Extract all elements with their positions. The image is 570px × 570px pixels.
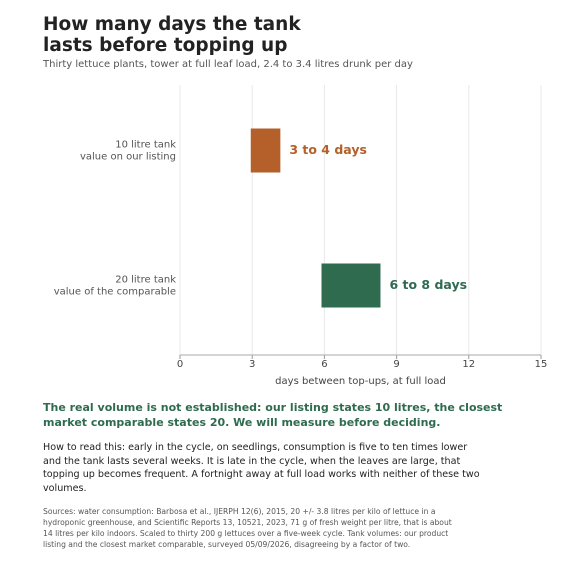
x-axis-title: days between top-ups, at full load [275, 376, 446, 387]
value-label: 3 to 4 days [289, 142, 367, 157]
sources-note: Sources: water consumption: Barbosa et a… [43, 507, 452, 549]
category-label: 20 litre tank [115, 275, 176, 286]
value-label: 6 to 8 days [389, 277, 467, 292]
x-tick-label: 9 [393, 359, 399, 370]
category-note: value of the comparable [54, 287, 176, 298]
x-tick-label: 0 [177, 359, 183, 370]
range-bar [250, 128, 281, 173]
category-label: 10 litre tank [115, 140, 176, 151]
x-tick-label: 12 [462, 359, 475, 370]
headline-note: The real volume is not established: our … [43, 401, 503, 429]
chart-subtitle: Thirty lettuce plants, tower at full lea… [43, 59, 413, 70]
range-bar [321, 263, 381, 308]
x-tick-label: 6 [321, 359, 327, 370]
category-note: value on our listing [80, 152, 176, 163]
chart: 0 3 6 9 12 15 days between top-ups, at full lo… [54, 85, 548, 387]
x-tick-label: 3 [249, 359, 255, 370]
body-note: How to read this: early in the cycle, on… [43, 442, 480, 494]
x-tick-label: 15 [535, 359, 548, 370]
chart-title: How many days the tank lasts before topp… [43, 14, 301, 56]
